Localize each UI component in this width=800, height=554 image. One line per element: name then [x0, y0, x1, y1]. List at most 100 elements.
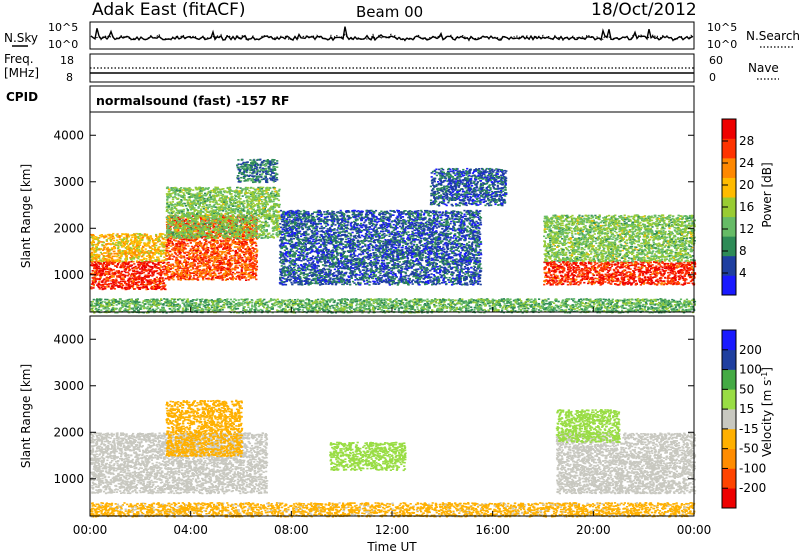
heatmap-cell [113, 237, 115, 239]
heatmap-cell [136, 260, 138, 262]
heatmap-cell [158, 240, 160, 242]
heatmap-cell [106, 239, 108, 241]
heatmap-cell [116, 270, 118, 272]
heatmap-cell [131, 236, 133, 238]
heatmap-cell [145, 284, 147, 286]
heatmap-cell [141, 256, 143, 258]
heatmap-cell [146, 276, 148, 278]
heatmap-cell [129, 264, 131, 266]
heatmap-cell [117, 264, 119, 266]
heatmap-cell [92, 259, 94, 261]
heatmap-cell [159, 280, 161, 282]
heatmap-cell [103, 248, 105, 250]
heatmap-cell [94, 266, 96, 268]
heatmap-cell [141, 252, 143, 254]
heatmap-cell [125, 268, 127, 270]
heatmap-cell [145, 248, 147, 250]
heatmap-cell [138, 276, 140, 278]
heatmap-cell [91, 257, 93, 259]
heatmap-cell [98, 266, 100, 268]
heatmap-cell [132, 285, 134, 287]
heatmap-cell [99, 264, 101, 266]
heatmap-cell [117, 250, 119, 252]
heatmap-cell [136, 271, 138, 273]
heatmap-cell [122, 240, 124, 242]
heatmap-cell [142, 286, 144, 288]
heatmap-cell [90, 288, 92, 290]
heatmap-cell [162, 238, 164, 240]
heatmap-cell [122, 233, 124, 235]
heatmap-cell [98, 240, 100, 242]
heatmap-cell [102, 265, 104, 267]
heatmap-cell [137, 258, 139, 260]
heatmap-cell [102, 257, 104, 259]
heatmap-cell [105, 281, 107, 283]
heatmap-cell [99, 279, 101, 281]
heatmap-cell [148, 269, 150, 271]
heatmap-cell [160, 266, 162, 268]
heatmap-cell [107, 234, 109, 236]
heatmap-cell [109, 253, 111, 255]
heatmap-cell [125, 259, 127, 261]
heatmap-cell [116, 256, 118, 258]
heatmap-cell [162, 277, 164, 279]
heatmap-cell [148, 281, 150, 283]
heatmap-cell [108, 264, 110, 266]
heatmap-cell [160, 255, 162, 257]
heatmap-cell [142, 270, 144, 272]
heatmap-cell [148, 252, 150, 254]
heatmap-cell [102, 285, 104, 287]
heatmap-cell [123, 237, 125, 239]
heatmap-cell [101, 253, 103, 255]
heatmap-cell [115, 279, 117, 281]
noise-panel-frame [90, 22, 694, 49]
heatmap-cell [107, 261, 109, 263]
heatmap-cell [93, 257, 95, 259]
heatmap-cell [156, 257, 158, 259]
heatmap-cell [158, 238, 160, 240]
heatmap-cell [92, 234, 94, 236]
heatmap-cell [139, 243, 141, 245]
heatmap-cell [112, 256, 114, 258]
heatmap-cell [151, 256, 153, 258]
heatmap-cell [92, 287, 94, 289]
heatmap-cell [108, 262, 110, 264]
heatmap-cell [121, 286, 123, 288]
heatmap-cell [111, 270, 113, 272]
heatmap-cell [163, 242, 165, 244]
heatmap-cell [92, 277, 94, 279]
date-label: 18/Oct/2012 [591, 0, 697, 20]
heatmap-cell [155, 234, 157, 236]
heatmap-cell [123, 275, 125, 277]
heatmap-cell [160, 252, 162, 254]
heatmap-cell [140, 263, 142, 265]
heatmap-cell [113, 251, 115, 253]
noise-left-label: N.Sky [4, 31, 38, 45]
noise-right-tick-bottom: 10^0 [707, 38, 737, 51]
heatmap-cell [119, 260, 121, 262]
heatmap-cell [122, 281, 124, 283]
heatmap-cell [138, 265, 140, 267]
heatmap-cell [96, 264, 98, 266]
heatmap-cell [112, 260, 114, 262]
heatmap-cell [103, 278, 105, 280]
heatmap-cell [144, 267, 146, 269]
heatmap-cell [116, 253, 118, 255]
heatmap-cell [126, 263, 128, 265]
heatmap-cell [122, 285, 124, 287]
heatmap-cell [139, 287, 141, 289]
heatmap-cell [103, 259, 105, 261]
heatmap-cell [96, 237, 98, 239]
power-panel: 1000200030004000 Slant Range [km] 481216… [19, 112, 774, 314]
heatmap-cell [95, 250, 97, 252]
heatmap-cell [109, 276, 111, 278]
heatmap-cell [98, 260, 100, 262]
heatmap-cell [113, 269, 115, 271]
heatmap-cell [151, 286, 153, 288]
heatmap-cell [148, 245, 150, 247]
heatmap-cell [119, 257, 121, 259]
heatmap-cell [95, 270, 97, 272]
heatmap-cell [109, 273, 111, 275]
heatmap-cell [164, 286, 166, 288]
heatmap-cell [108, 249, 110, 251]
